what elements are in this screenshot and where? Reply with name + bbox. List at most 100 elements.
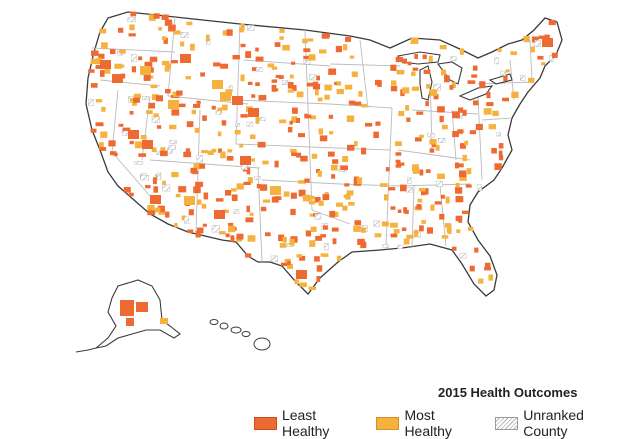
least-healthy-county — [292, 85, 297, 91]
least-healthy-county — [419, 225, 424, 232]
most-healthy-county — [164, 67, 170, 72]
most-healthy-county — [354, 141, 358, 147]
least-healthy-county — [319, 135, 328, 142]
most-healthy-county — [99, 28, 107, 34]
least-healthy-county — [278, 234, 285, 242]
least-healthy-county — [457, 163, 464, 168]
most-healthy-county — [212, 80, 223, 89]
least-healthy-county — [187, 229, 194, 233]
most-healthy-county — [528, 77, 535, 83]
most-healthy-county — [207, 150, 214, 155]
most-healthy-county — [406, 234, 414, 239]
most-healthy-county — [119, 49, 126, 54]
most-healthy-county — [190, 43, 195, 51]
most-healthy-county — [346, 115, 355, 122]
most-healthy-county — [236, 183, 244, 190]
most-healthy-county — [451, 81, 456, 88]
least-healthy-county — [280, 262, 287, 266]
least-healthy-county — [88, 69, 95, 73]
most-healthy-county — [346, 190, 354, 196]
most-healthy-county — [220, 151, 226, 159]
least-healthy-county — [414, 137, 422, 142]
least-healthy-county — [202, 223, 207, 227]
least-healthy-county — [133, 97, 140, 103]
most-healthy-county — [317, 97, 323, 102]
unranked-county — [309, 74, 317, 81]
most-healthy-county — [134, 141, 142, 149]
unranked-county — [427, 133, 435, 138]
least-healthy-county — [455, 187, 463, 194]
least-healthy-county — [451, 246, 457, 251]
least-healthy-county — [215, 198, 224, 202]
most-healthy-county — [99, 142, 104, 149]
least-healthy-county — [271, 79, 278, 83]
least-healthy-county — [245, 51, 252, 58]
least-healthy-county — [195, 181, 204, 187]
least-healthy-county — [306, 114, 312, 119]
hawaii-islands — [209, 319, 271, 351]
least-healthy-county — [303, 48, 311, 53]
least-healthy-county — [353, 101, 362, 106]
most-healthy-county — [150, 84, 158, 89]
most-healthy-county — [342, 205, 348, 211]
most-healthy-county — [361, 227, 366, 233]
legend-label-most-healthy: Most Healthy — [404, 407, 452, 439]
least-healthy-county — [240, 156, 251, 165]
least-healthy-county — [375, 79, 381, 86]
most-healthy-county — [247, 177, 253, 184]
unranked-county — [142, 95, 149, 100]
least-healthy-county — [136, 302, 148, 312]
unranked-county — [549, 55, 554, 62]
least-healthy-county — [90, 83, 98, 88]
most-healthy-county — [336, 202, 344, 207]
most-healthy-county — [201, 150, 208, 154]
most-healthy-county — [279, 119, 287, 124]
least-healthy-county — [365, 122, 373, 127]
most-healthy-county — [439, 45, 447, 50]
least-healthy-county — [255, 47, 259, 52]
least-healthy-county — [247, 81, 253, 85]
least-healthy-county — [373, 131, 379, 139]
least-healthy-county — [414, 54, 418, 59]
legend-item-unranked: Unranked County — [495, 407, 627, 439]
most-healthy-county — [101, 42, 108, 50]
unranked-county — [211, 224, 220, 233]
least-healthy-county — [444, 75, 450, 83]
most-healthy-county — [133, 93, 141, 99]
least-healthy-county — [171, 109, 180, 116]
least-healthy-county — [108, 140, 116, 147]
least-healthy-county — [306, 82, 315, 87]
least-healthy-county — [290, 208, 296, 216]
unranked-county — [169, 140, 177, 144]
most-healthy-county — [205, 34, 210, 42]
least-healthy-county — [452, 111, 460, 119]
least-healthy-county — [170, 60, 178, 64]
least-healthy-county — [95, 65, 102, 69]
least-healthy-county — [90, 128, 97, 133]
least-healthy-county — [426, 227, 433, 234]
most-healthy-county — [444, 223, 452, 228]
least-healthy-county — [131, 66, 137, 73]
most-healthy-county — [459, 174, 467, 181]
least-healthy-county — [322, 194, 330, 201]
most-healthy-county — [478, 278, 484, 284]
most-healthy-county — [191, 109, 196, 115]
least-healthy-county — [422, 54, 427, 60]
unranked-county — [534, 39, 541, 47]
most-healthy-county — [175, 193, 181, 198]
least-healthy-county — [403, 207, 408, 214]
most-healthy-county — [180, 41, 185, 47]
least-healthy-county — [548, 20, 556, 26]
least-healthy-county — [455, 215, 463, 222]
most-healthy-county — [147, 205, 155, 211]
least-healthy-county — [314, 256, 320, 262]
most-healthy-county — [389, 222, 398, 228]
most-healthy-county — [337, 255, 342, 262]
least-healthy-county — [345, 36, 352, 42]
most-healthy-county — [302, 194, 311, 202]
most-healthy-county — [342, 156, 349, 162]
most-healthy-county — [511, 91, 519, 98]
most-healthy-county — [250, 134, 256, 140]
most-healthy-county — [530, 46, 535, 53]
most-healthy-county — [396, 69, 405, 75]
